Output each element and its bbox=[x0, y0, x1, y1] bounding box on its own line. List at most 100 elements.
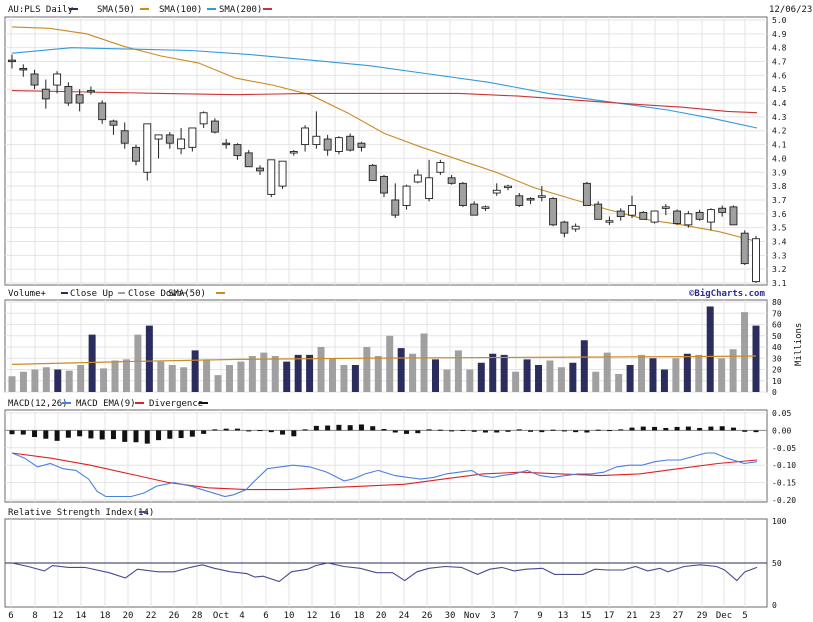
macd-ema-line bbox=[11, 452, 758, 491]
candle bbox=[594, 201, 603, 220]
volume-bar-down bbox=[603, 352, 611, 392]
candle bbox=[368, 163, 377, 182]
candle bbox=[380, 175, 388, 198]
volume-bar-up bbox=[88, 334, 96, 392]
price-tick-label: 4.3 bbox=[772, 113, 787, 122]
volume-tick-label: 20 bbox=[772, 366, 782, 375]
volume-tick-label: 50 bbox=[772, 332, 782, 341]
candle-body-down bbox=[740, 232, 749, 265]
volume-bar-up bbox=[191, 350, 199, 392]
volume-sma bbox=[11, 355, 757, 365]
volume-bar-down bbox=[19, 371, 27, 392]
candle bbox=[75, 89, 84, 112]
price-tick-label: 3.2 bbox=[772, 265, 787, 274]
macd-label: MACD(12,26) bbox=[8, 399, 68, 409]
date-label: 6 bbox=[8, 611, 13, 621]
price-tick-label: 4.5 bbox=[772, 85, 787, 94]
volume-tick-label: 80 bbox=[772, 298, 782, 307]
volume-bar-up bbox=[351, 365, 359, 392]
candle-body-down bbox=[718, 207, 727, 213]
candle bbox=[64, 82, 73, 106]
candle bbox=[267, 159, 276, 198]
volume-bar-down bbox=[466, 369, 474, 392]
candle-body-down bbox=[560, 221, 569, 234]
volume-bar-down bbox=[615, 374, 623, 392]
candle-body-down bbox=[8, 59, 16, 63]
volume-bar-down bbox=[271, 356, 279, 392]
candle-body-down bbox=[458, 182, 467, 206]
date-label: 14 bbox=[76, 611, 87, 621]
candle bbox=[752, 235, 760, 283]
price-candles bbox=[8, 54, 760, 283]
divergence-bar bbox=[516, 429, 522, 431]
divergence-bar bbox=[347, 425, 353, 431]
candle-body-up bbox=[188, 127, 197, 148]
candle-body-down bbox=[515, 195, 524, 206]
divergence-bar bbox=[449, 430, 455, 432]
candle-body-down bbox=[120, 130, 129, 144]
divergence-bar bbox=[573, 430, 579, 433]
date-label: 21 bbox=[627, 611, 638, 621]
divergence-bar bbox=[20, 430, 26, 435]
divergence-bar bbox=[708, 426, 714, 431]
candle-body-down bbox=[673, 210, 682, 224]
sma100-label: SMA(100) bbox=[159, 5, 202, 15]
volume-bar-down bbox=[260, 352, 268, 392]
price-tick-label: 3.5 bbox=[772, 224, 787, 233]
divergence-bar bbox=[674, 426, 680, 431]
candle-body-down bbox=[64, 85, 73, 104]
volume-bar-up bbox=[660, 369, 668, 392]
date-label: 12 bbox=[307, 611, 318, 621]
candle-body-down bbox=[19, 67, 28, 71]
macd-panel: MACD(12,26) MACD EMA(9) Divergence 0.050… bbox=[4, 399, 796, 505]
macd-tick-label: 0.05 bbox=[772, 409, 791, 418]
candle bbox=[706, 208, 715, 231]
candle bbox=[650, 210, 659, 224]
date-label: 18 bbox=[354, 611, 365, 621]
volume-bar-up bbox=[580, 340, 588, 392]
divergence-bar bbox=[730, 427, 736, 431]
candle-body-up bbox=[53, 73, 62, 86]
symbol-label: AU:PLS Daily bbox=[8, 5, 74, 15]
divergence-bar bbox=[685, 426, 691, 431]
candle-body-up bbox=[278, 160, 287, 187]
volume-sma-swatch-a bbox=[180, 292, 187, 294]
divergence-bar bbox=[482, 430, 488, 433]
candle-body-down bbox=[30, 73, 39, 86]
divergence-bar bbox=[358, 424, 364, 431]
volume-bar-down bbox=[363, 347, 371, 392]
candle-body-down bbox=[210, 120, 219, 133]
rsi-label: Relative Strength Index(14) bbox=[8, 508, 154, 518]
candle bbox=[278, 160, 287, 189]
sma200-label: SMA(200) bbox=[219, 5, 262, 15]
candle bbox=[222, 139, 231, 149]
price-tick-label: 4.9 bbox=[772, 30, 787, 39]
candle bbox=[98, 100, 107, 124]
volume-panel: Volume+ Close Up Close Down SMA(50) ©Big… bbox=[4, 288, 804, 397]
divergence-bar bbox=[223, 428, 229, 431]
divergence-bar bbox=[595, 429, 601, 431]
volume-bar-down bbox=[718, 358, 726, 392]
volume-bar-up bbox=[306, 354, 314, 392]
divergence-bar bbox=[663, 427, 669, 431]
divergence-bar bbox=[167, 430, 173, 439]
divergence-bar bbox=[719, 426, 725, 431]
volume-bar-down bbox=[409, 353, 417, 392]
candle-body-up bbox=[402, 185, 411, 206]
close-up-label: Close Up bbox=[70, 289, 113, 299]
candle bbox=[41, 79, 50, 109]
candle-body-up bbox=[334, 137, 343, 152]
price-tick-label: 3.4 bbox=[772, 237, 787, 246]
date-label: 10 bbox=[284, 611, 295, 621]
candle bbox=[188, 127, 197, 152]
divergence-bar bbox=[257, 430, 263, 432]
price-tick-label: 4.1 bbox=[772, 141, 787, 150]
divergence-bar bbox=[268, 430, 274, 433]
divergence-bar bbox=[291, 430, 297, 437]
divergence-bar bbox=[392, 430, 398, 433]
volume-bar-up bbox=[397, 348, 405, 392]
candle-body-up bbox=[661, 206, 670, 209]
date-label: 24 bbox=[399, 611, 410, 621]
candle bbox=[53, 71, 62, 94]
